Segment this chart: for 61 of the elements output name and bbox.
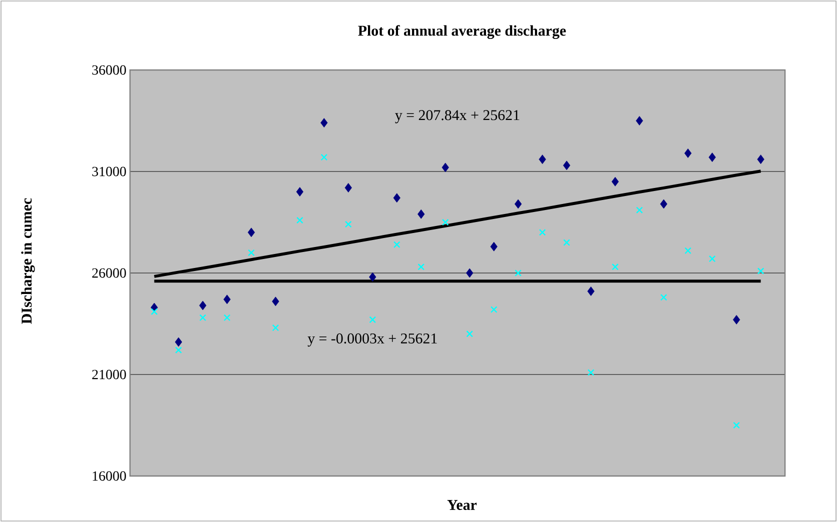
point — [199, 314, 206, 322]
point — [466, 268, 474, 278]
point — [248, 249, 255, 256]
y-tick-label: 26000 — [92, 268, 126, 278]
point — [442, 162, 449, 172]
point — [296, 216, 304, 224]
point — [612, 263, 619, 270]
point — [587, 286, 595, 296]
point — [733, 422, 740, 429]
point — [514, 270, 522, 276]
point — [612, 176, 619, 186]
chart-title: Plot of annual average discharge — [358, 25, 566, 39]
point — [175, 346, 182, 354]
point — [757, 268, 764, 274]
point — [684, 148, 692, 158]
point — [248, 228, 255, 238]
point — [344, 220, 352, 228]
point — [563, 160, 570, 170]
point — [636, 116, 644, 126]
point — [393, 241, 400, 248]
point — [708, 255, 716, 262]
point — [150, 308, 158, 315]
point — [418, 209, 425, 219]
point — [636, 206, 643, 214]
point — [174, 337, 182, 347]
point — [538, 154, 546, 164]
point — [224, 314, 230, 322]
point — [223, 294, 231, 304]
point — [538, 228, 546, 236]
point — [684, 247, 692, 254]
point — [466, 330, 474, 338]
point — [660, 294, 668, 301]
point — [272, 324, 279, 332]
point — [296, 187, 304, 196]
point — [199, 300, 206, 310]
point — [757, 154, 764, 164]
y-tick-label: 31000 — [92, 166, 126, 176]
point — [514, 199, 522, 209]
point — [732, 314, 740, 324]
point — [563, 239, 570, 246]
point — [490, 242, 498, 252]
point — [369, 316, 376, 324]
x-axis-title: Year — [447, 500, 477, 510]
point — [320, 154, 328, 161]
point — [320, 118, 328, 128]
point — [272, 296, 280, 306]
point — [344, 183, 352, 192]
point — [490, 306, 498, 313]
point — [708, 152, 716, 162]
point — [588, 369, 594, 376]
point — [369, 272, 376, 282]
point — [442, 218, 449, 226]
y-tick-label: 16000 — [92, 471, 126, 481]
annotation: y = 207.84x + 25621 — [395, 110, 520, 124]
y-axis-title: DIscharge in cumec — [21, 198, 35, 324]
point — [418, 263, 425, 270]
y-tick-label: 36000 — [92, 65, 126, 75]
point — [660, 199, 668, 209]
y-tick-label: 21000 — [92, 370, 126, 380]
annotation: y = -0.0003x + 25621 — [308, 333, 437, 347]
point — [393, 193, 400, 203]
